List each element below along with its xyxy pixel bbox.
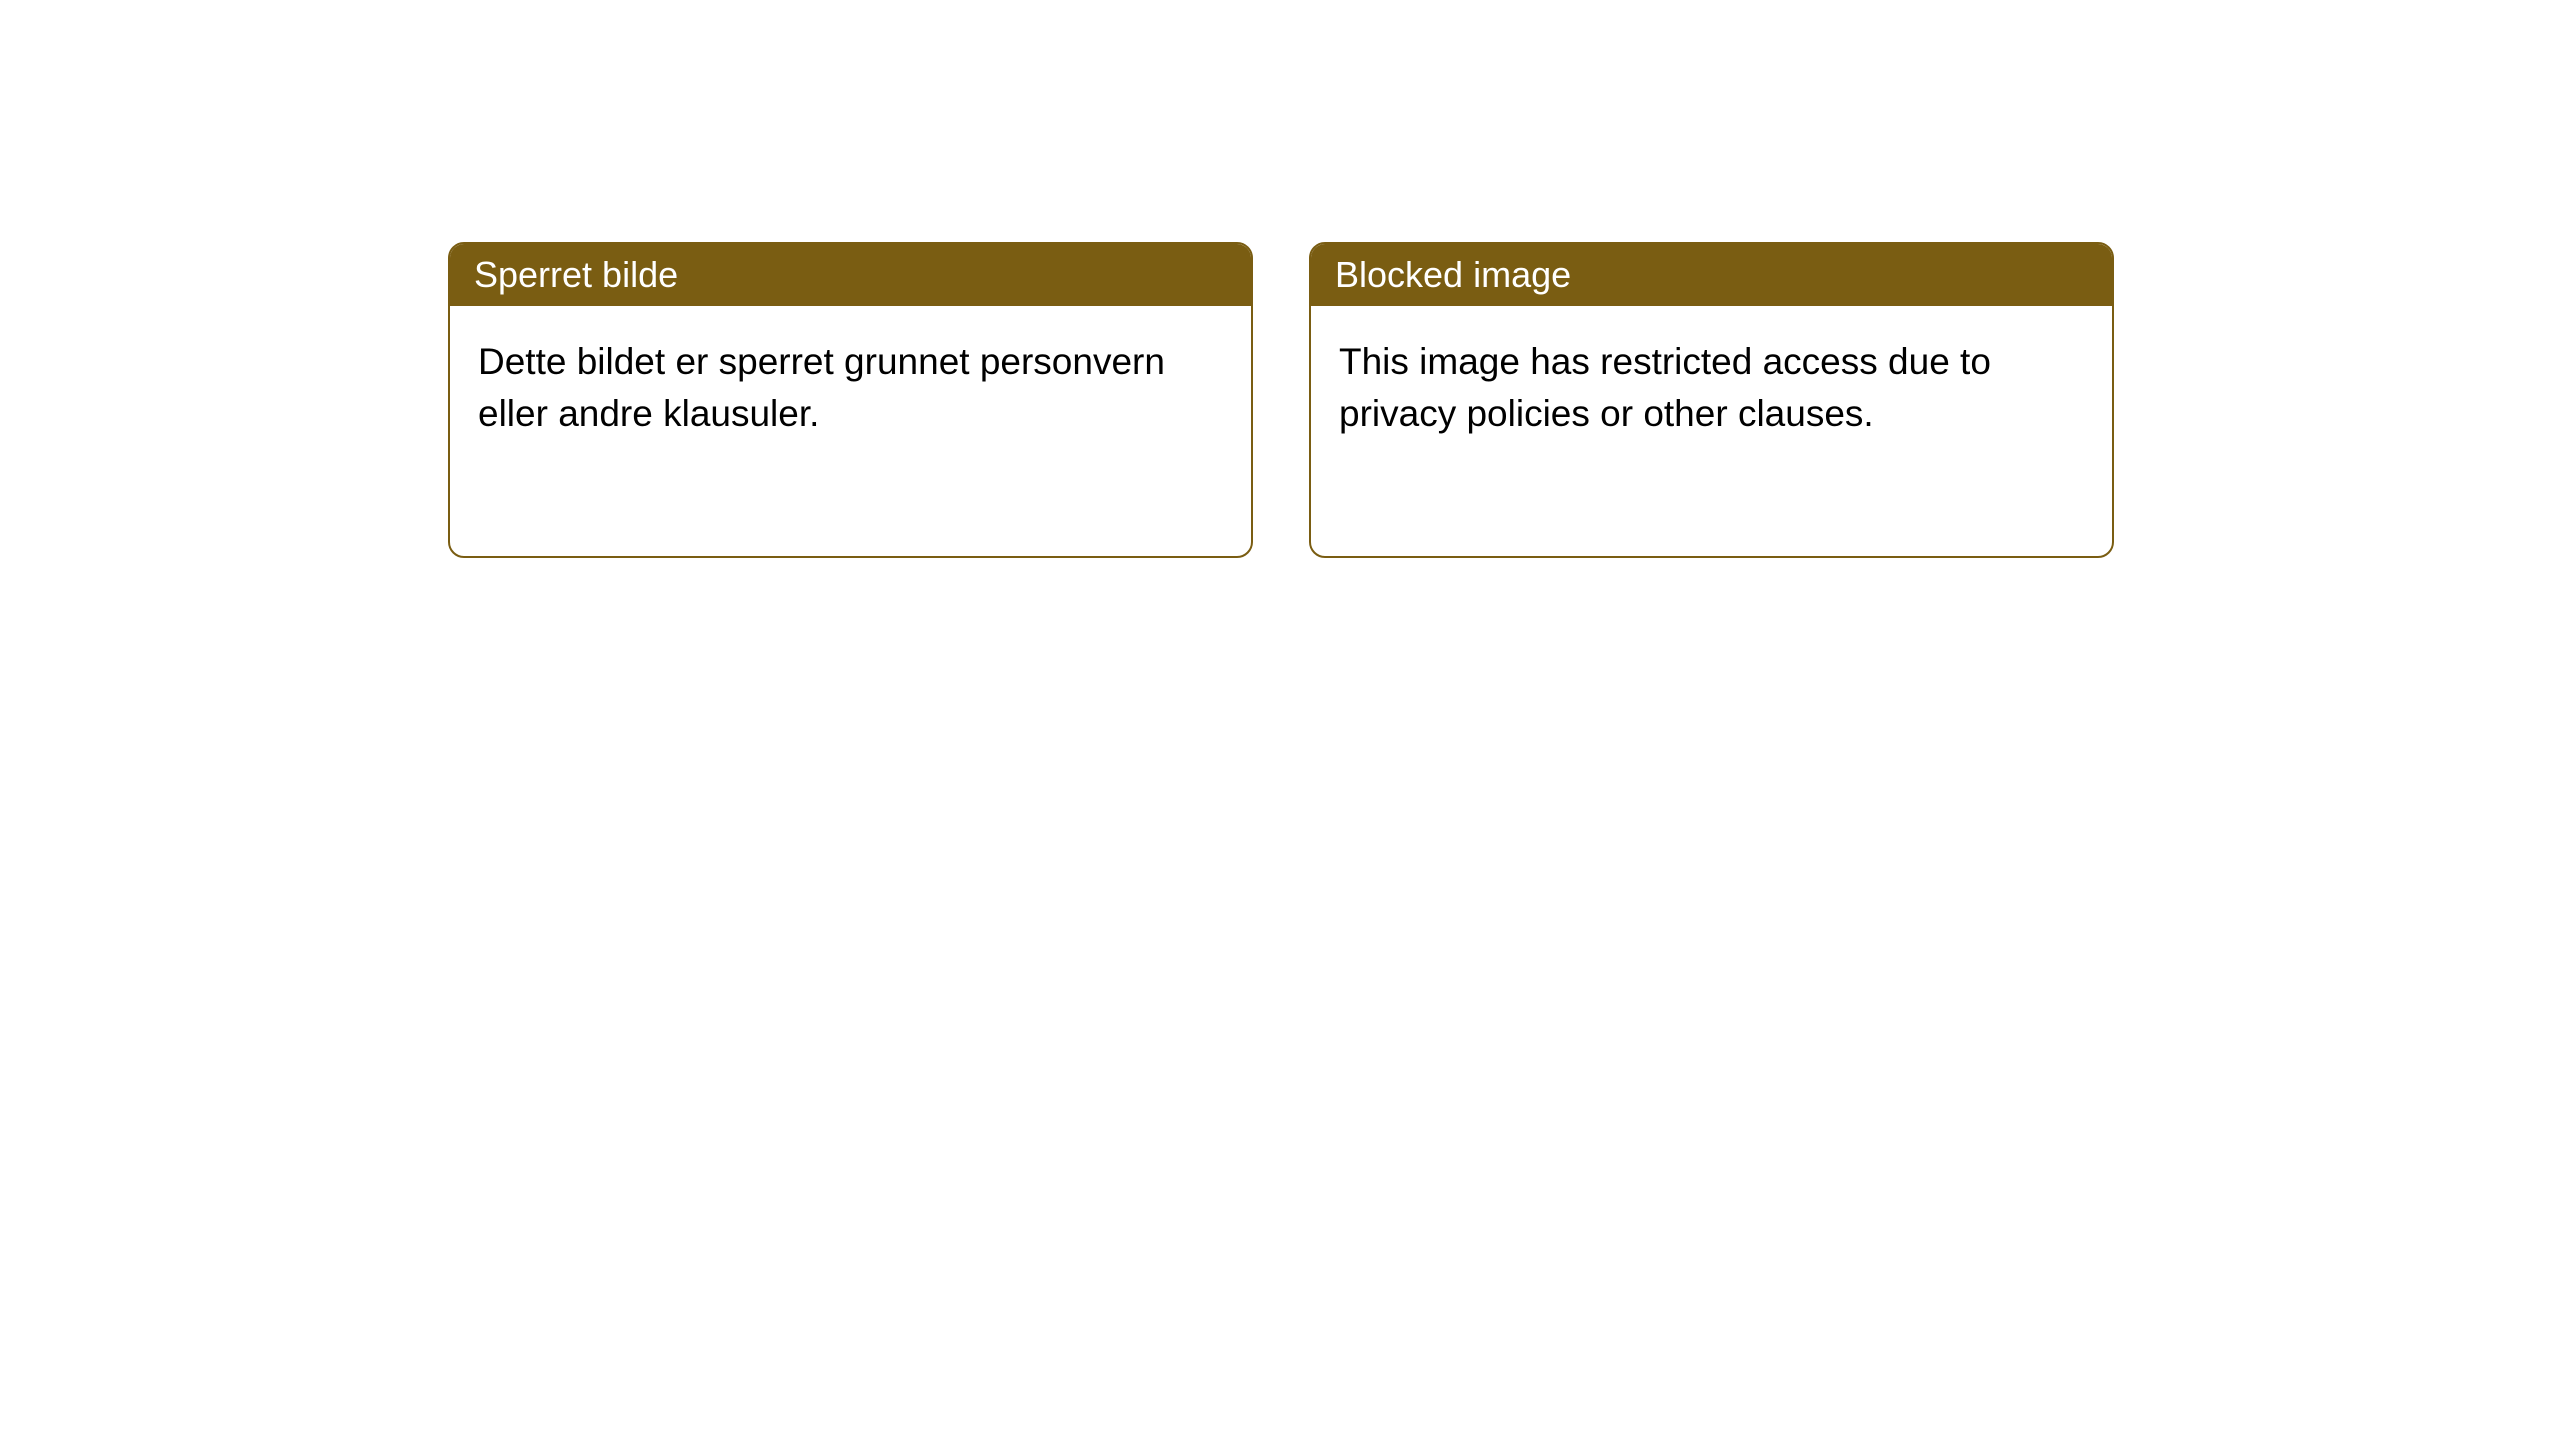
notice-body: This image has restricted access due to … — [1311, 306, 2112, 556]
notice-header: Blocked image — [1311, 244, 2112, 306]
notice-card-english: Blocked image This image has restricted … — [1309, 242, 2114, 558]
notice-container: Sperret bilde Dette bildet er sperret gr… — [0, 0, 2560, 558]
notice-card-norwegian: Sperret bilde Dette bildet er sperret gr… — [448, 242, 1253, 558]
notice-body: Dette bildet er sperret grunnet personve… — [450, 306, 1251, 556]
notice-header: Sperret bilde — [450, 244, 1251, 306]
